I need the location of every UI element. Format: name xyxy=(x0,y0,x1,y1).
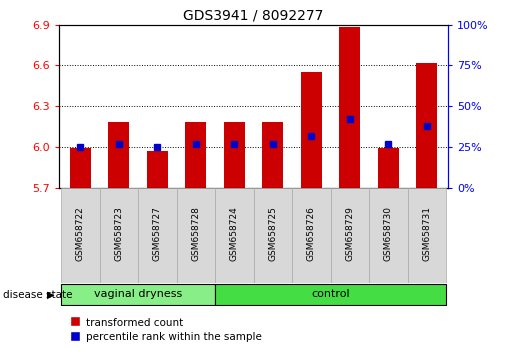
Text: GSM658730: GSM658730 xyxy=(384,206,393,261)
Text: GSM658729: GSM658729 xyxy=(346,206,354,261)
FancyBboxPatch shape xyxy=(61,188,99,283)
FancyBboxPatch shape xyxy=(215,284,446,305)
FancyBboxPatch shape xyxy=(408,188,446,283)
FancyBboxPatch shape xyxy=(331,188,369,283)
Bar xyxy=(70,148,91,188)
Bar xyxy=(185,122,207,188)
Title: GDS3941 / 8092277: GDS3941 / 8092277 xyxy=(183,8,324,22)
Bar xyxy=(339,28,360,188)
Text: ▶: ▶ xyxy=(46,290,54,300)
FancyBboxPatch shape xyxy=(177,188,215,283)
FancyBboxPatch shape xyxy=(215,188,253,283)
FancyBboxPatch shape xyxy=(138,188,177,283)
Text: disease state: disease state xyxy=(3,290,72,300)
Text: GSM658727: GSM658727 xyxy=(153,206,162,261)
Text: GSM658725: GSM658725 xyxy=(268,206,278,261)
Bar xyxy=(301,72,322,188)
Bar xyxy=(378,148,399,188)
FancyBboxPatch shape xyxy=(292,188,331,283)
Text: control: control xyxy=(312,289,350,299)
FancyBboxPatch shape xyxy=(99,188,138,283)
Text: GSM658724: GSM658724 xyxy=(230,206,239,261)
FancyBboxPatch shape xyxy=(253,188,292,283)
Text: vaginal dryness: vaginal dryness xyxy=(94,289,182,299)
Bar xyxy=(147,151,168,188)
Text: GSM658723: GSM658723 xyxy=(114,206,124,261)
Bar xyxy=(416,63,437,188)
Bar xyxy=(262,122,283,188)
Text: GSM658726: GSM658726 xyxy=(307,206,316,261)
Legend: transformed count, percentile rank within the sample: transformed count, percentile rank withi… xyxy=(64,313,266,346)
Text: GSM658728: GSM658728 xyxy=(192,206,200,261)
Text: GSM658722: GSM658722 xyxy=(76,206,85,261)
Bar xyxy=(224,122,245,188)
Text: GSM658731: GSM658731 xyxy=(422,206,432,261)
FancyBboxPatch shape xyxy=(61,284,215,305)
Bar xyxy=(108,122,129,188)
FancyBboxPatch shape xyxy=(369,188,408,283)
